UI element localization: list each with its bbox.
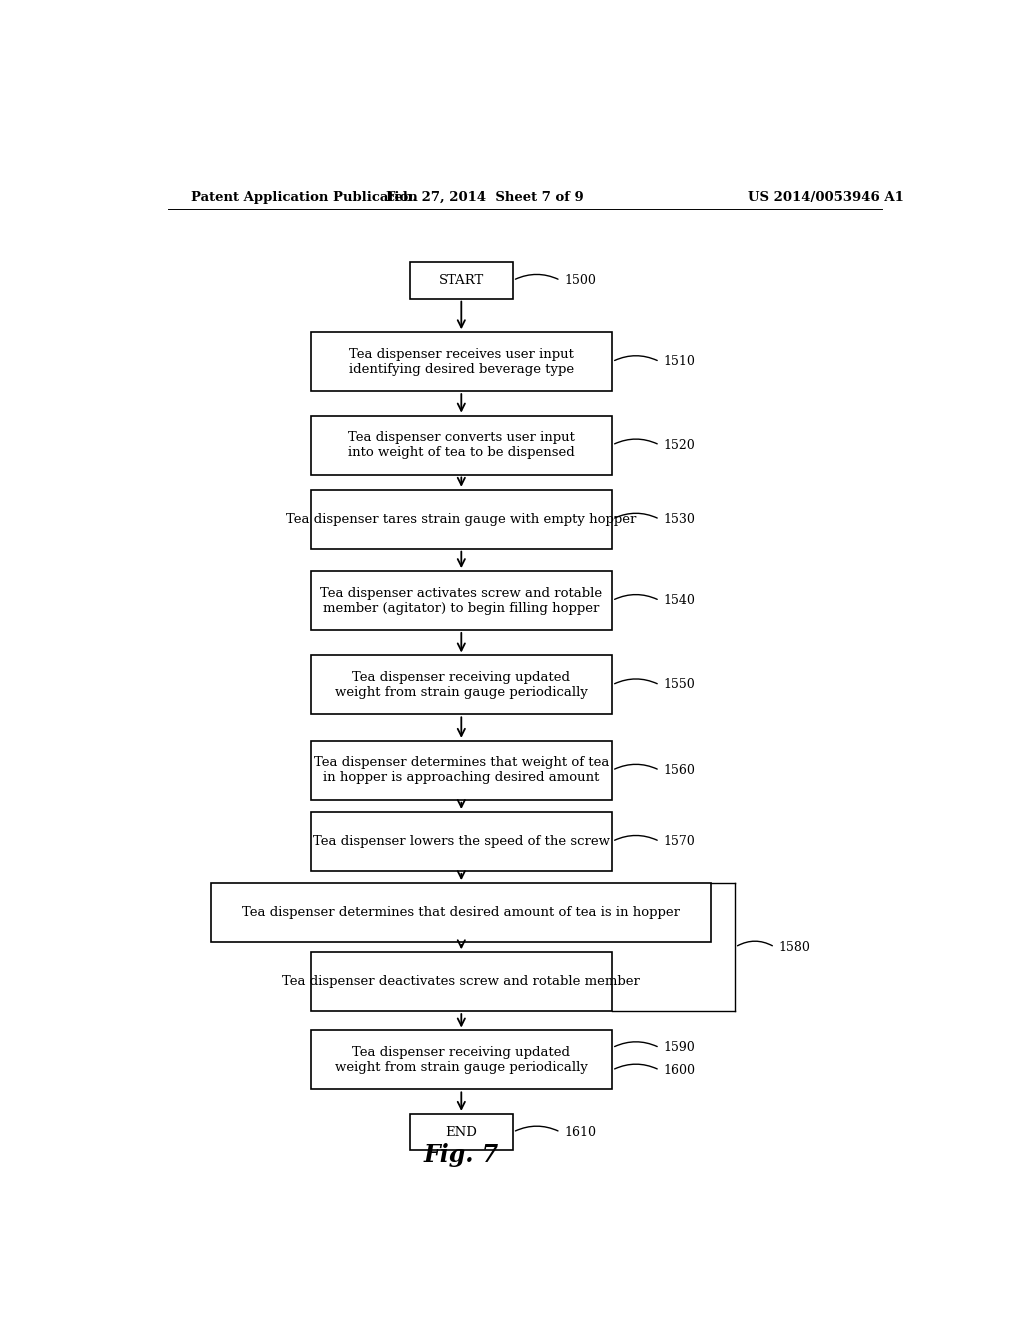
Text: Tea dispenser determines that desired amount of tea is in hopper: Tea dispenser determines that desired am… bbox=[243, 906, 680, 919]
Text: Tea dispenser activates screw and rotable
member (agitator) to begin filling hop: Tea dispenser activates screw and rotabl… bbox=[321, 586, 602, 615]
Text: 1540: 1540 bbox=[664, 594, 695, 607]
Text: Tea dispenser receiving updated
weight from strain gauge periodically: Tea dispenser receiving updated weight f… bbox=[335, 671, 588, 698]
FancyBboxPatch shape bbox=[410, 263, 513, 298]
FancyBboxPatch shape bbox=[310, 812, 612, 871]
Text: END: END bbox=[445, 1126, 477, 1139]
FancyBboxPatch shape bbox=[310, 490, 612, 549]
Text: Tea dispenser lowers the speed of the screw: Tea dispenser lowers the speed of the sc… bbox=[312, 836, 610, 847]
Text: US 2014/0053946 A1: US 2014/0053946 A1 bbox=[749, 190, 904, 203]
Text: Tea dispenser tares strain gauge with empty hopper: Tea dispenser tares strain gauge with em… bbox=[286, 512, 637, 525]
Text: Tea dispenser receiving updated
weight from strain gauge periodically: Tea dispenser receiving updated weight f… bbox=[335, 1045, 588, 1074]
Text: 1510: 1510 bbox=[664, 355, 695, 368]
FancyBboxPatch shape bbox=[211, 883, 712, 942]
FancyBboxPatch shape bbox=[310, 952, 612, 1011]
Text: Feb. 27, 2014  Sheet 7 of 9: Feb. 27, 2014 Sheet 7 of 9 bbox=[386, 190, 584, 203]
FancyBboxPatch shape bbox=[310, 656, 612, 714]
Text: 1610: 1610 bbox=[564, 1126, 596, 1139]
Text: Tea dispenser determines that weight of tea
in hopper is approaching desired amo: Tea dispenser determines that weight of … bbox=[313, 756, 609, 784]
FancyBboxPatch shape bbox=[310, 572, 612, 630]
Text: 1550: 1550 bbox=[664, 678, 695, 692]
Text: 1570: 1570 bbox=[664, 836, 695, 847]
FancyBboxPatch shape bbox=[310, 741, 612, 800]
Text: 1530: 1530 bbox=[664, 512, 695, 525]
Text: Fig. 7: Fig. 7 bbox=[424, 1143, 499, 1167]
Text: 1590: 1590 bbox=[664, 1041, 695, 1055]
Text: START: START bbox=[438, 273, 484, 286]
Text: 1560: 1560 bbox=[664, 764, 695, 776]
Text: 1500: 1500 bbox=[564, 273, 596, 286]
Text: 1520: 1520 bbox=[664, 438, 695, 451]
FancyBboxPatch shape bbox=[310, 416, 612, 474]
FancyBboxPatch shape bbox=[310, 333, 612, 391]
Text: 1600: 1600 bbox=[664, 1064, 695, 1077]
Text: Tea dispenser receives user input
identifying desired beverage type: Tea dispenser receives user input identi… bbox=[349, 347, 573, 376]
FancyBboxPatch shape bbox=[410, 1114, 513, 1151]
Text: Tea dispenser converts user input
into weight of tea to be dispensed: Tea dispenser converts user input into w… bbox=[348, 432, 574, 459]
Text: 1580: 1580 bbox=[779, 941, 811, 953]
Text: Patent Application Publication: Patent Application Publication bbox=[191, 190, 418, 203]
Text: Tea dispenser deactivates screw and rotable member: Tea dispenser deactivates screw and rota… bbox=[283, 975, 640, 989]
FancyBboxPatch shape bbox=[310, 1031, 612, 1089]
